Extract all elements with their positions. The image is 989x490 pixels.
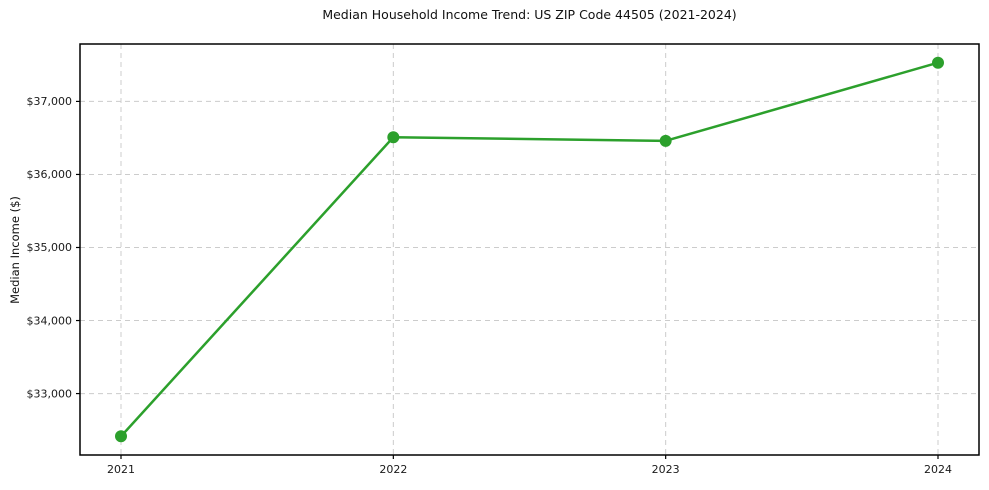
y-tick-label: $36,000 <box>27 168 73 181</box>
y-tick-label: $33,000 <box>27 387 73 400</box>
x-tick-label: 2023 <box>652 463 680 476</box>
data-point-marker <box>115 430 127 443</box>
x-tick-label: 2021 <box>107 463 135 476</box>
data-point-marker <box>932 56 944 69</box>
y-tick-label: $34,000 <box>27 314 73 327</box>
chart-title: Median Household Income Trend: US ZIP Co… <box>322 7 737 22</box>
data-line <box>119 61 940 438</box>
data-point-marker <box>387 131 400 144</box>
data-point-marker <box>659 134 672 147</box>
y-tick-label: $37,000 <box>27 95 73 108</box>
x-tick-label: 2022 <box>379 463 407 476</box>
x-tick-label: 2024 <box>924 463 952 476</box>
y-tick-label: $35,000 <box>27 241 73 254</box>
plot-frame <box>79 43 980 456</box>
